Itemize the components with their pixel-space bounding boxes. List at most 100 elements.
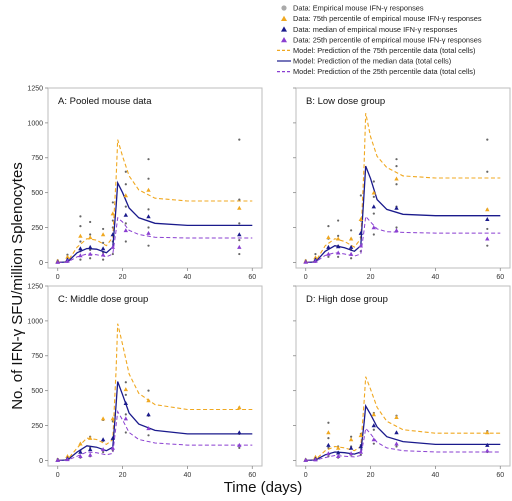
x-tick-label: 60 — [496, 472, 504, 479]
percentile-point-p25 — [146, 426, 151, 431]
percentile-point-median — [358, 444, 363, 449]
percentile-point-median — [371, 423, 376, 428]
percentile-point-median — [336, 244, 341, 249]
empirical-point — [124, 222, 127, 225]
empirical-point — [124, 431, 127, 434]
percentile-point-p25 — [313, 258, 318, 263]
percentile-point-p75 — [358, 217, 363, 221]
empirical-point — [124, 183, 127, 186]
empirical-point — [486, 138, 489, 141]
percentile-point-p75 — [371, 412, 376, 417]
empirical-point — [124, 381, 127, 384]
percentile-point-p75 — [100, 232, 106, 237]
percentile-point-p25 — [100, 447, 106, 452]
x-axis-label: Time (days) — [224, 479, 303, 496]
percentile-point-median — [237, 430, 242, 435]
percentile-point-median — [326, 244, 331, 249]
percentile-point-p25 — [110, 445, 115, 450]
empirical-point — [372, 212, 375, 215]
y-tick-label: 0 — [39, 458, 43, 465]
empirical-point — [124, 170, 127, 173]
percentile-point-p75 — [371, 190, 376, 195]
y-tick-label: 0 — [39, 260, 43, 267]
percentile-point-p75 — [326, 235, 331, 240]
y-tick-label: 250 — [31, 423, 43, 430]
empirical-point — [124, 240, 127, 243]
chart-panel: 0 20 40 60 B: Low dose group — [293, 87, 511, 281]
percentile-point-p25 — [65, 457, 70, 462]
percentile-point-median — [336, 450, 341, 455]
empirical-point — [372, 195, 375, 198]
legend-marker-triangle — [281, 26, 287, 32]
percentile-point-p25 — [485, 448, 490, 453]
percentile-point-p75 — [394, 176, 399, 181]
model-line-p75 — [305, 112, 501, 263]
empirical-point — [147, 434, 150, 437]
percentile-point-median — [326, 442, 331, 447]
empirical-point — [314, 252, 317, 256]
percentile-point-p25 — [55, 259, 60, 264]
percentile-point-p25 — [65, 258, 70, 263]
percentile-point-median — [88, 447, 93, 452]
x-tick-label: 60 — [496, 274, 504, 281]
percentile-point-p75 — [123, 193, 128, 198]
x-tick-label: 0 — [304, 472, 308, 479]
legend-label: Data: median of empirical mouse IFN-γ re… — [293, 25, 458, 34]
empirical-point — [238, 446, 241, 449]
percentile-point-median — [88, 244, 93, 249]
panel-frame — [295, 87, 511, 269]
percentile-point-p75 — [78, 441, 83, 446]
empirical-point — [327, 421, 330, 424]
percentile-point-p75 — [110, 211, 115, 216]
percentile-point-p25 — [237, 244, 242, 249]
empirical-point — [79, 258, 82, 261]
empirical-point — [147, 226, 150, 229]
empirical-point — [372, 233, 375, 236]
y-tick-label: 750 — [31, 155, 43, 162]
empirical-point — [102, 227, 105, 231]
percentile-point-p25 — [348, 451, 354, 456]
percentile-point-p25 — [394, 228, 399, 233]
x-tick-label: 40 — [432, 472, 440, 479]
chart-panel: 0 250 500 750 1000 1250 0 20 40 60 A: Pooled mouse… — [27, 85, 263, 281]
empirical-point — [327, 225, 330, 228]
x-tick-label: 0 — [304, 274, 308, 281]
legend-label: Data: 25th percentile of empirical mouse… — [293, 35, 482, 44]
percentile-point-p25 — [78, 253, 83, 258]
legend-entry: Model: Prediction of the 75th percentile… — [277, 46, 475, 55]
empirical-point — [147, 389, 150, 392]
empirical-point — [337, 255, 340, 258]
empirical-point — [124, 413, 127, 416]
percentile-point-p25 — [348, 251, 354, 256]
percentile-point-median — [110, 232, 115, 237]
empirical-point — [102, 241, 105, 244]
empirical-point — [372, 428, 375, 431]
percentile-point-p75 — [146, 187, 151, 192]
legend-label: Data: Empirical mouse IFN-γ responses — [293, 4, 424, 13]
percentile-point-median — [78, 449, 83, 454]
percentile-point-median — [485, 217, 490, 221]
empirical-point — [147, 158, 150, 161]
empirical-point — [147, 177, 150, 180]
percentile-point-median — [100, 246, 106, 251]
y-tick-label: 250 — [31, 225, 43, 232]
legend-marker-triangle — [281, 15, 287, 21]
empirical-point — [327, 436, 330, 440]
percentile-point-p75 — [65, 254, 70, 259]
y-axis-label: No. of IFN-γ SFU/million Splenocytes — [9, 162, 26, 410]
empirical-point — [89, 233, 92, 236]
percentile-point-p75 — [485, 207, 490, 212]
model-line-p25 — [305, 215, 501, 263]
empirical-point — [395, 183, 398, 186]
percentile-point-p75 — [78, 233, 83, 238]
empirical-point — [89, 257, 92, 260]
x-tick-label: 0 — [56, 472, 60, 479]
percentile-point-p25 — [313, 457, 318, 462]
x-tick-label: 60 — [248, 472, 256, 479]
x-tick-label: 40 — [184, 274, 192, 281]
empirical-point — [486, 244, 489, 247]
percentile-point-median — [485, 442, 490, 447]
percentile-point-p75 — [146, 398, 151, 403]
empirical-point — [102, 258, 105, 261]
legend-label: Model: Prediction of the median data (to… — [293, 57, 451, 66]
